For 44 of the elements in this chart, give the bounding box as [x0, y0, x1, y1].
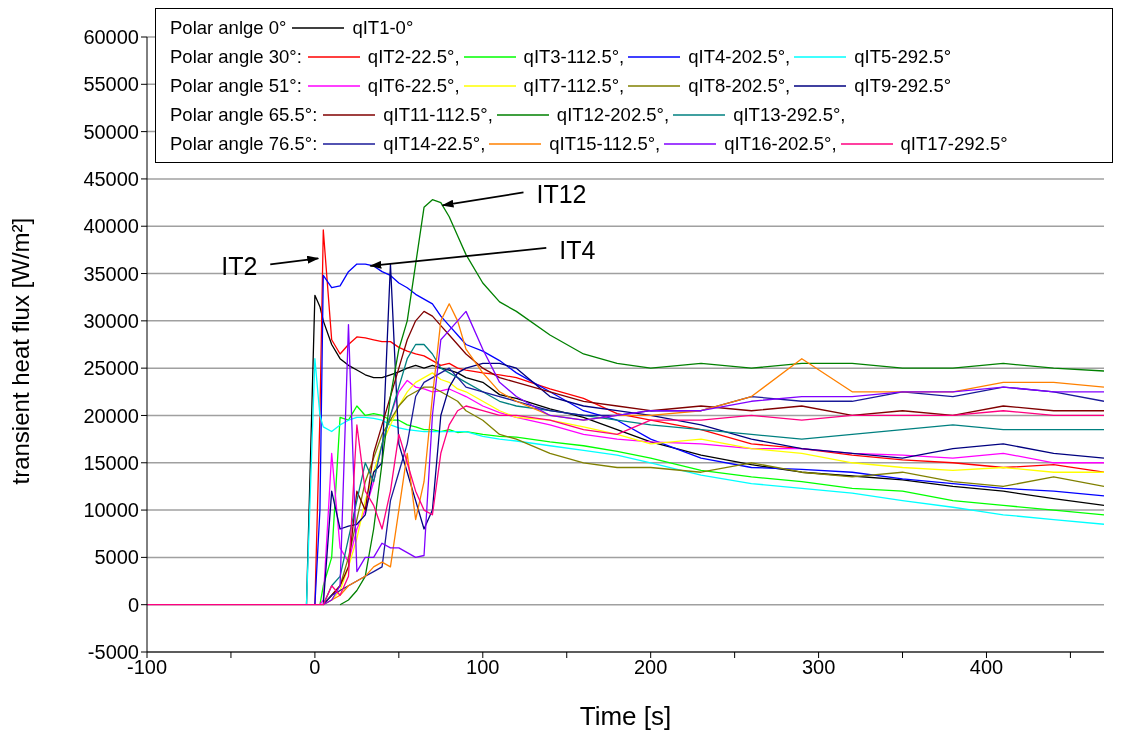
annotation: IT4 — [559, 235, 596, 264]
x-tick-label: 0 — [309, 656, 321, 679]
y-tick-label: 60000 — [83, 26, 139, 49]
y-tick-label: 15000 — [83, 451, 139, 474]
legend-label: qIT15-112.5°, — [549, 132, 661, 156]
annotation: Polar angle 65.5°: — [170, 103, 318, 127]
x-tick-label: 300 — [801, 656, 836, 679]
y-tick-label: 5000 — [94, 546, 139, 569]
x-tick-label: 200 — [634, 656, 668, 679]
annotation: Polar anlge 0° — [170, 16, 287, 40]
legend-label: qIT1-0° — [352, 16, 414, 40]
y-tick-label: 40000 — [83, 215, 139, 238]
legend-label: qIT14-22.5°, — [383, 132, 486, 156]
legend-label: qIT7-112.5°, — [523, 74, 625, 98]
annotation: Polar angle 30°: — [170, 45, 302, 69]
y-tick-label: 0 — [127, 593, 139, 616]
y-tick-label: 10000 — [83, 499, 139, 522]
legend-label: qIT12-202.5°, — [556, 103, 670, 127]
legend-label: qIT16-202.5°, — [724, 132, 837, 156]
legend-label: qIT11-112.5°, — [383, 103, 493, 127]
y-tick-label: 25000 — [83, 357, 139, 380]
annotation: IT2 — [221, 252, 258, 281]
legend-label: qIT5-292.5° — [854, 45, 952, 69]
legend-label: qIT4-202.5°, — [688, 45, 791, 69]
legend-label: qIT9-292.5° — [854, 74, 952, 98]
y-axis-title: transient heat flux [W/m²] — [6, 217, 34, 485]
y-tick-label: 50000 — [83, 120, 139, 143]
x-tick-label: 100 — [466, 656, 500, 679]
annotation: Polar angle 76.5°: — [170, 132, 318, 156]
legend-label: qIT6-22.5°, — [367, 74, 460, 98]
legend-label: qIT17-292.5° — [900, 132, 1008, 156]
x-axis-title: Time [s] — [579, 701, 672, 731]
y-tick-label: 35000 — [83, 262, 139, 285]
y-tick-label: 45000 — [83, 168, 139, 191]
legend-label: qIT8-202.5°, — [688, 74, 791, 98]
y-tick-label: 55000 — [83, 73, 139, 96]
legend-label: qIT13-292.5°, — [733, 103, 846, 127]
x-tick-label: 400 — [969, 656, 1004, 679]
legend-label: qIT2-22.5°, — [367, 45, 460, 69]
y-tick-label: 20000 — [83, 404, 139, 427]
annotation: Polar angle 51°: — [170, 74, 302, 98]
y-tick-label: 30000 — [83, 309, 139, 332]
annotation: IT12 — [536, 180, 587, 209]
legend-label: qIT3-112.5°, — [523, 45, 625, 69]
